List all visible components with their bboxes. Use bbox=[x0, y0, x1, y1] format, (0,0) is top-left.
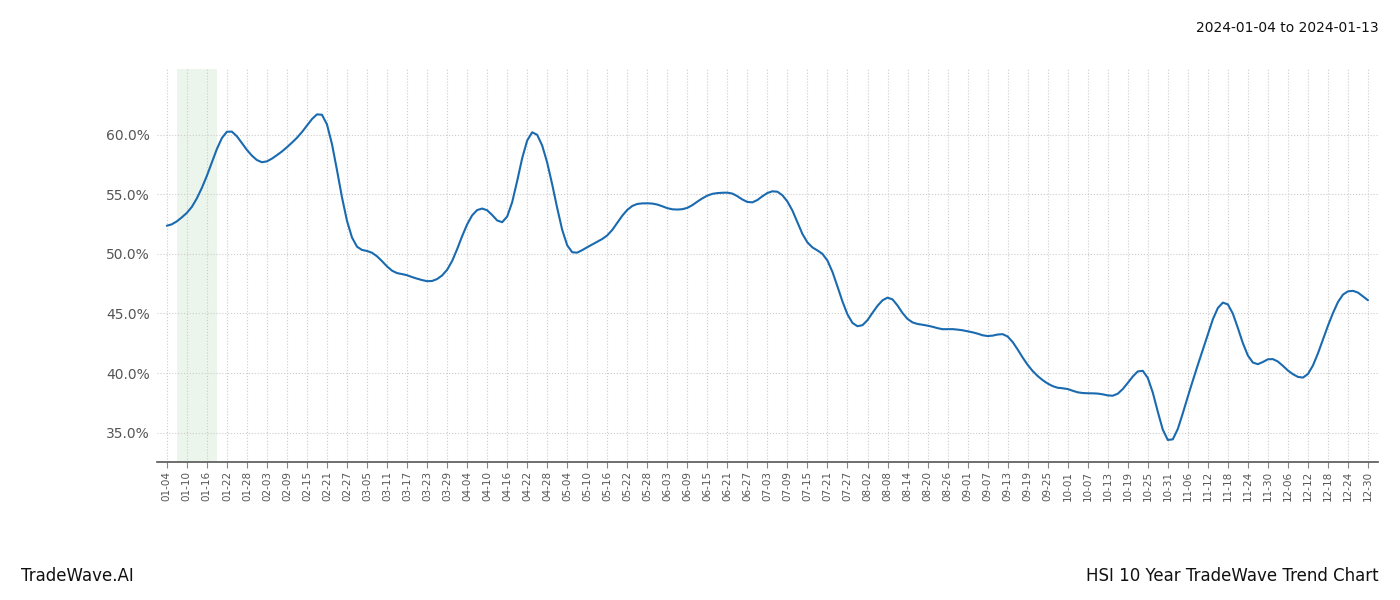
Text: HSI 10 Year TradeWave Trend Chart: HSI 10 Year TradeWave Trend Chart bbox=[1086, 567, 1379, 585]
Text: TradeWave.AI: TradeWave.AI bbox=[21, 567, 134, 585]
Text: 2024-01-04 to 2024-01-13: 2024-01-04 to 2024-01-13 bbox=[1197, 21, 1379, 35]
Bar bbox=[176, 69, 217, 463]
